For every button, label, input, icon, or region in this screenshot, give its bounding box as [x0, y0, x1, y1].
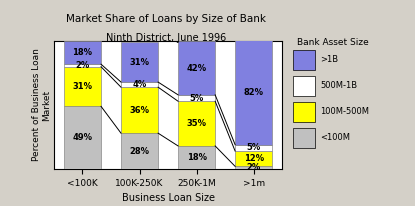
Text: 5%: 5% [190, 94, 204, 103]
Text: Bank Asset Size: Bank Asset Size [296, 38, 368, 47]
Bar [178, 41, 215, 95]
FancyBboxPatch shape [293, 102, 315, 122]
Text: 42%: 42% [187, 63, 207, 73]
Bar [121, 133, 158, 169]
Y-axis label: Percent of Business Loan
Market: Percent of Business Loan Market [32, 49, 51, 162]
Bar [235, 151, 272, 166]
Text: 5%: 5% [247, 143, 261, 152]
Text: 49%: 49% [73, 133, 93, 142]
Text: 18%: 18% [73, 48, 93, 57]
Bar [64, 106, 101, 169]
Bar [64, 64, 101, 67]
Bar [64, 67, 101, 106]
X-axis label: Business Loan Size: Business Loan Size [122, 193, 215, 203]
Bar [121, 82, 158, 87]
Text: Ninth District, June 1996: Ninth District, June 1996 [106, 33, 226, 43]
Text: 2%: 2% [76, 61, 90, 70]
Text: Market Share of Loans by Size of Bank: Market Share of Loans by Size of Bank [66, 14, 266, 25]
Text: 4%: 4% [132, 80, 146, 89]
Text: >1B: >1B [320, 55, 339, 64]
FancyBboxPatch shape [293, 50, 315, 70]
FancyBboxPatch shape [293, 76, 315, 96]
Text: 31%: 31% [129, 58, 149, 67]
Bar [64, 41, 101, 64]
Text: 31%: 31% [73, 82, 93, 91]
Bar [235, 166, 272, 169]
Text: 18%: 18% [187, 153, 207, 162]
Text: 2%: 2% [247, 163, 261, 172]
Bar [178, 146, 215, 169]
Text: 82%: 82% [244, 88, 264, 97]
FancyBboxPatch shape [293, 128, 315, 148]
Text: 500M-1B: 500M-1B [320, 81, 358, 90]
Bar [235, 145, 272, 151]
Text: 12%: 12% [244, 154, 264, 163]
Text: <100M: <100M [320, 133, 351, 142]
Text: 35%: 35% [187, 119, 207, 128]
Bar [178, 101, 215, 146]
Bar [121, 87, 158, 133]
Text: 100M-500M: 100M-500M [320, 107, 370, 116]
Bar [235, 40, 272, 145]
Bar [121, 42, 158, 82]
Bar [178, 95, 215, 101]
Text: 28%: 28% [129, 146, 149, 156]
Text: 36%: 36% [129, 106, 149, 115]
